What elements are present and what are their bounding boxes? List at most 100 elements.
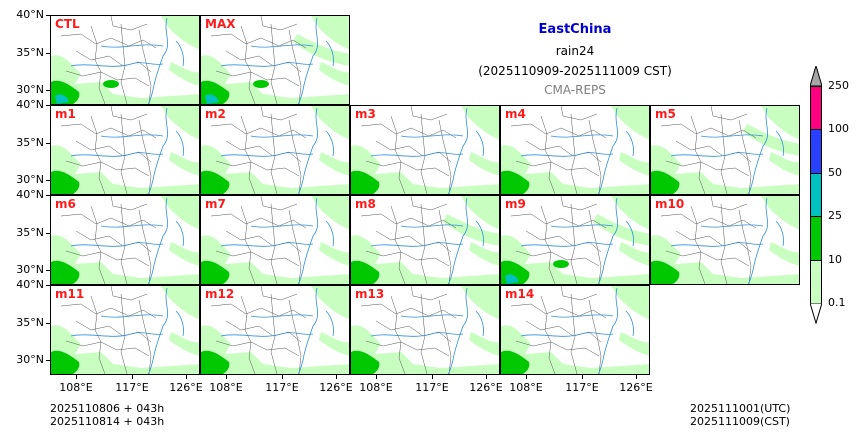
colorbar-segment	[810, 259, 822, 303]
latitude-label: 30°N	[16, 173, 44, 186]
rain-map	[51, 106, 199, 194]
longitude-tick	[186, 375, 187, 379]
latitude-label: 35°N	[16, 136, 44, 149]
colorbar-segment	[810, 172, 822, 217]
longitude-label: 108°E	[359, 381, 393, 394]
longitude-label: 126°E	[319, 381, 353, 394]
colorbar-level-label: 0.1	[828, 296, 846, 309]
longitude-tick	[76, 375, 77, 379]
light-rain-area	[469, 332, 499, 356]
light-rain-area	[769, 242, 799, 266]
period-label: (2025110909-2025111009 CST)	[478, 64, 672, 78]
panel-label: MAX	[205, 17, 236, 31]
moderate-rain-cell	[253, 80, 269, 88]
light-rain-area	[611, 196, 649, 230]
rain-map	[51, 16, 199, 104]
light-rain-area	[619, 152, 649, 176]
moderate-rain-area	[201, 170, 230, 194]
panel-label: m3	[355, 107, 376, 121]
rain-map	[201, 16, 349, 104]
map-panel-m10: m10	[650, 195, 800, 285]
light-rain-area	[761, 196, 799, 230]
rain-map	[651, 106, 799, 194]
longitude-label: 117°E	[415, 381, 449, 394]
coastline-rivers	[70, 107, 184, 194]
coastline-rivers	[370, 197, 484, 284]
moderate-rain-area	[201, 260, 230, 284]
colorbar-segment	[810, 86, 822, 130]
latitude-tick	[46, 15, 50, 16]
moderate-rain-area	[351, 260, 380, 284]
longitude-label: 108°E	[59, 381, 93, 394]
rain-map	[351, 106, 499, 194]
light-rain-area	[651, 172, 799, 194]
coastline-rivers	[520, 197, 634, 284]
light-rain-area	[201, 262, 349, 284]
latitude-label: 40°N	[16, 188, 44, 201]
light-rain-area	[619, 332, 649, 356]
model-label: CMA-REPS	[544, 83, 606, 97]
map-panel-m4: m4	[500, 105, 650, 195]
light-rain-area	[501, 352, 649, 374]
colorbar-level-label: 10	[828, 252, 842, 266]
longitude-tick	[132, 375, 133, 379]
latitude-tick	[46, 53, 50, 54]
longitude-label: 126°E	[469, 381, 503, 394]
longitude-tick	[636, 375, 637, 379]
light-rain-area	[461, 286, 499, 320]
province-boundaries	[60, 196, 157, 284]
colorbar-level-label: 100	[828, 122, 849, 136]
rain-map	[651, 196, 799, 284]
rain-map	[501, 106, 649, 194]
latitude-tick	[46, 143, 50, 144]
heavy-rain-area	[205, 94, 219, 104]
latitude-label: 30°N	[16, 83, 44, 96]
light-rain-area	[161, 286, 199, 320]
map-panel-m13: m13	[350, 285, 500, 375]
panel-label: m14	[505, 287, 535, 301]
light-rain-area	[501, 172, 649, 194]
colorbar-segment	[810, 129, 822, 173]
colorbar-segment	[810, 216, 822, 260]
variable-label: rain24	[555, 44, 595, 58]
rain-map	[501, 196, 649, 284]
map-title: EastChina	[538, 22, 612, 37]
coastline-rivers	[220, 107, 334, 194]
light-rain-area	[169, 332, 199, 356]
moderate-rain-area	[51, 350, 80, 374]
colorbar-extend-min	[810, 303, 822, 325]
map-panel-m12: m12	[200, 285, 350, 375]
light-rain-area	[169, 152, 199, 176]
moderate-rain-area	[351, 350, 380, 374]
moderate-rain-cell	[553, 260, 569, 268]
light-rain-area	[611, 286, 649, 320]
panel-label: m8	[355, 197, 376, 211]
light-rain-area	[169, 242, 199, 266]
light-rain-area	[311, 16, 349, 50]
rain-map	[201, 196, 349, 284]
moderate-rain-area	[651, 170, 680, 194]
province-boundaries	[210, 16, 307, 104]
light-rain-area	[319, 242, 349, 266]
moderate-rain-area	[651, 260, 680, 284]
light-rain-area	[169, 62, 199, 86]
province-boundaries	[360, 286, 457, 374]
panel-label: m13	[355, 287, 385, 301]
coastline-rivers	[370, 107, 484, 194]
light-rain-area	[51, 82, 199, 104]
light-rain-area	[469, 242, 499, 266]
longitude-label: 117°E	[115, 381, 149, 394]
longitude-tick	[282, 375, 283, 379]
light-rain-area	[743, 124, 799, 156]
latitude-label: 30°N	[16, 263, 44, 276]
light-rain-area	[501, 262, 649, 284]
panel-label: m9	[505, 197, 526, 211]
light-rain-area	[651, 262, 799, 284]
coastline-rivers	[670, 197, 784, 284]
map-panel-ctl: CTL	[50, 15, 200, 105]
longitude-tick	[486, 375, 487, 379]
light-rain-area	[201, 82, 349, 104]
coastline-rivers	[70, 197, 184, 284]
coastline-rivers	[520, 107, 634, 194]
init-time-info: 2025110806 + 043h 2025110814 + 043h	[50, 402, 164, 428]
